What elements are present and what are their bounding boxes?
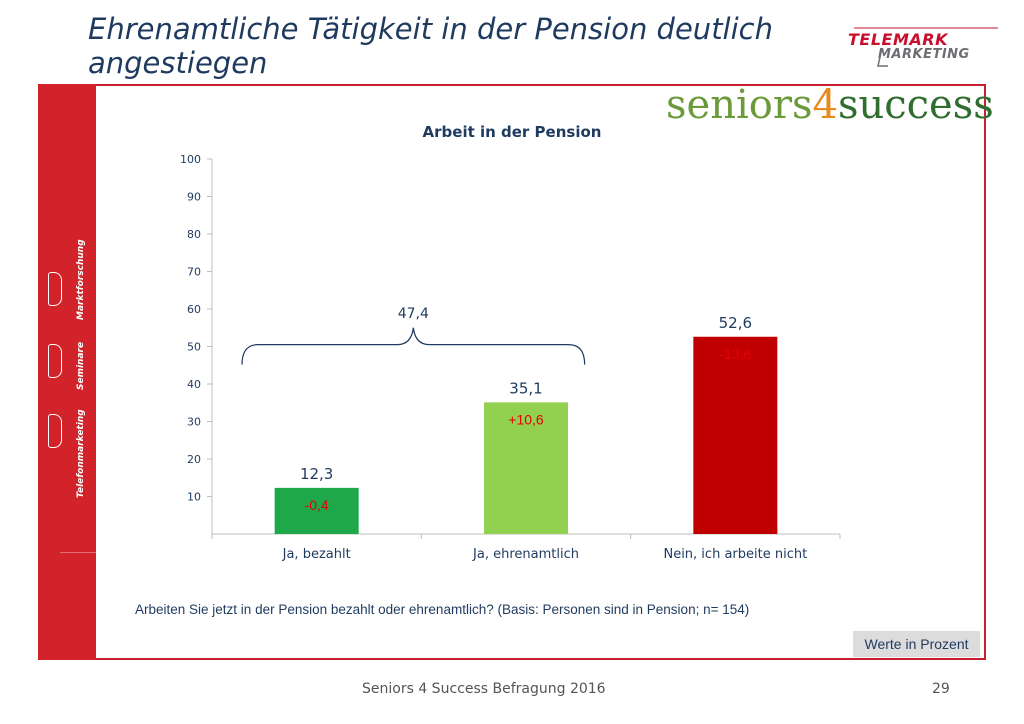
slide-title: Ehrenamtliche Tätigkeit in der Pension d…	[88, 12, 773, 80]
unit-note: Werte in Prozent	[853, 631, 980, 657]
telemark-logo-line2: MARKETING	[878, 47, 970, 62]
s4s-logo-part3: success	[837, 82, 994, 128]
y-tick-label: 80	[187, 228, 201, 241]
sidebar-tab-icon	[48, 272, 62, 306]
bar-change-label: -13,6	[719, 346, 751, 362]
footer-text: Seniors 4 Success Befragung 2016	[362, 681, 606, 697]
survey-question: Arbeiten Sie jetzt in der Pension bezahl…	[135, 602, 750, 617]
chart-title: Arbeit in der Pension	[422, 123, 602, 141]
bar-change-label: -0,4	[305, 497, 329, 513]
s4s-logo-part1: seniors	[666, 82, 813, 128]
curly-bracket	[241, 327, 586, 365]
y-tick-label: 10	[187, 491, 201, 504]
telemark-logo-line1: TELEMARK	[848, 30, 948, 49]
y-tick-label: 70	[187, 266, 201, 279]
x-category-label: Nein, ich arbeite nicht	[663, 547, 807, 562]
telemark-logo-mark	[854, 27, 998, 67]
y-tick-label: 50	[187, 341, 201, 354]
page-number: 29	[932, 681, 950, 697]
y-tick-label: 30	[187, 416, 201, 429]
x-category-label: Ja, ehrenamtlich	[472, 547, 579, 562]
sidebar-tab-icon	[48, 414, 62, 448]
bar	[693, 336, 778, 534]
y-tick-label: 40	[187, 378, 201, 391]
bar-change-label: +10,6	[508, 411, 544, 427]
seniors4success-logo: seniors4success	[666, 82, 994, 128]
bar-value-label: 12,3	[300, 465, 333, 483]
y-tick-label: 90	[187, 191, 201, 204]
x-category-label: Ja, bezahlt	[282, 547, 351, 562]
y-tick-label: 100	[180, 153, 201, 166]
bar	[274, 487, 359, 534]
sidebar-tab-icon	[48, 344, 62, 378]
bar-value-label: 35,1	[509, 379, 542, 397]
y-tick-label: 20	[187, 453, 201, 466]
y-tick-label: 60	[187, 303, 201, 316]
bar	[484, 402, 568, 534]
telemark-marketing-logo: TELEMARK MARKETING	[848, 22, 1008, 74]
bar-value-label: 52,6	[719, 314, 752, 332]
sidebar: Marktforschung Seminare Telefonmarketing	[38, 84, 96, 660]
sidebar-divider	[60, 552, 96, 553]
s4s-logo-part2: 4	[812, 82, 838, 128]
bracket-sum-label: 47,4	[398, 306, 429, 322]
